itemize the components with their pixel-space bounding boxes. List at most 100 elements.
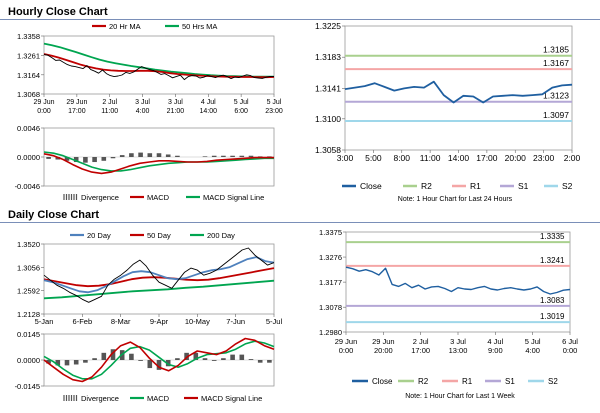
hourly-macd-signal-line xyxy=(43,151,274,172)
weekly-pivot-legend-s2-label: S2 xyxy=(548,377,558,386)
hourly_pivot-xtick-label: 3:00 xyxy=(337,153,354,163)
weekly-pivot-r1-label: 1.3241 xyxy=(540,256,565,265)
weekly_pivot-xtick-label: 3 Jul 13:00 xyxy=(449,337,468,355)
weekly_pivot-xtick-label: 29 Jun 20:00 xyxy=(372,337,395,355)
hourly_pivot-xtick-label: 2:00 xyxy=(564,153,581,163)
daily-close-line xyxy=(43,247,275,303)
hourly-pivot-s2-label: 1.3097 xyxy=(543,110,569,120)
hourly_price-ytick-label: 1.3164 xyxy=(17,71,40,80)
weekly_pivot-xtick-label: 2 Jul 17:00 xyxy=(411,337,430,355)
daily_price-ytick-label: 1.2592 xyxy=(17,287,40,296)
weekly_pivot-ytick-label: 1.2980 xyxy=(319,328,342,337)
weekly-pivot-legend-r2-label: R2 xyxy=(418,377,429,386)
hourly-pivot-legend-r2-label: R2 xyxy=(421,181,432,191)
hourly_price-ytick-label: 1.3358 xyxy=(17,32,40,41)
hourly_price-xtick-label: 29 Jun 0:00 xyxy=(33,99,54,115)
hourly_price-ytick-label: 1.3261 xyxy=(17,51,40,60)
hourly-legend-20hr-ma-label: 20 Hr MA xyxy=(109,22,141,31)
hourly_macd-ytick-label: 0.0000 xyxy=(17,153,40,162)
weekly_pivot-xtick-label: 4 Jul 9:00 xyxy=(487,337,503,355)
weekly-pivot-note: Note: 1 Hour Chart for Last 1 Week xyxy=(405,393,515,400)
hourly_price-xtick-label: 3 Jul 4:00 xyxy=(135,99,150,115)
daily-50day-ma-line xyxy=(43,267,275,288)
daily_price-xtick-label: 6-Feb xyxy=(73,317,93,326)
hourly_pivot-ytick-label: 1.3141 xyxy=(315,83,341,93)
hourly_pivot-xtick-label: 5:00 xyxy=(365,153,382,163)
weekly-pivot-close-line xyxy=(345,266,571,295)
daily_price-ytick-label: 1.3520 xyxy=(17,240,40,249)
weekly-pivot-s2-label: 1.3019 xyxy=(540,312,565,321)
daily-200day-ma-line xyxy=(43,279,275,300)
weekly_pivot-xtick-label: 5 Jul 4:00 xyxy=(525,337,541,355)
hourly_macd-ytick-label: 0.0046 xyxy=(17,124,40,133)
daily-legend-macd-signal-label: MACD Signal Line xyxy=(201,394,262,403)
daily-legend-200day-label: 200 Day xyxy=(207,231,235,240)
weekly_pivot-ytick-label: 1.3375 xyxy=(319,228,342,237)
daily_price-ytick-label: 1.2128 xyxy=(17,310,40,319)
hourly_pivot-xtick-label: 11:00 xyxy=(420,153,441,163)
weekly-pivot-s1-label: 1.3083 xyxy=(540,296,565,305)
daily-macd-line xyxy=(43,337,275,383)
hourly-pivot-r1-label: 1.3167 xyxy=(543,58,569,68)
hourly-pivot-legend-s1-label: S1 xyxy=(518,181,529,191)
weekly_pivot-ytick-label: 1.3078 xyxy=(319,303,342,312)
hourly-legend-macd-signal-label: MACD Signal Line xyxy=(203,193,264,202)
hourly-pivot-r2-label: 1.3185 xyxy=(543,45,569,55)
hourly_price-xtick-label: 5 Jul 6:00 xyxy=(234,99,249,115)
hourly_pivot-xtick-label: 17:00 xyxy=(476,153,498,163)
hourly-pivot-legend-r1-label: R1 xyxy=(470,181,481,191)
daily-section-title: Daily Close Chart xyxy=(8,209,100,221)
hourly_pivot-xtick-label: 14:00 xyxy=(448,153,470,163)
hourly_price-xtick-label: 2 Jul 11:00 xyxy=(101,99,118,115)
daily-legend-macd-label: MACD xyxy=(147,394,170,403)
hourly_pivot-ytick-label: 1.3183 xyxy=(315,52,341,62)
weekly-pivot-r2-label: 1.3335 xyxy=(540,232,565,241)
daily_price-xtick-label: 10-May xyxy=(185,317,210,326)
daily_price-frame xyxy=(43,243,275,315)
hourly_pivot-ytick-label: 1.3058 xyxy=(315,145,341,155)
weekly_pivot-ytick-label: 1.3276 xyxy=(319,253,342,262)
hourly-pivot-s1-label: 1.3123 xyxy=(543,91,569,101)
daily-legend-divergence-label: Divergence xyxy=(81,394,119,403)
weekly_pivot-frame xyxy=(345,231,571,333)
hourly_pivot-ytick-label: 1.3100 xyxy=(315,114,341,124)
daily-legend-20day-label: 20 Day xyxy=(87,231,111,240)
hourly-legend-macd-label: MACD xyxy=(147,193,170,202)
daily-macd-signal-line xyxy=(43,340,275,380)
daily_macd-ytick-label: -0.0145 xyxy=(15,382,40,391)
hourly_price-xtick-label: 3 Jul 21:00 xyxy=(167,99,185,115)
hourly-macd-line xyxy=(43,153,274,175)
hourly-pivot-note: Note: 1 Hour Chart for Last 24 Hours xyxy=(398,196,513,203)
daily_price-xtick-label: 7-Jun xyxy=(226,317,245,326)
hourly-pivot-legend-close-label: Close xyxy=(360,181,382,191)
hourly_pivot-xtick-label: 23:00 xyxy=(533,153,555,163)
daily-20day-ma-line xyxy=(43,256,275,294)
hourly_price-xtick-label: 4 Jul 14:00 xyxy=(200,99,218,115)
hourly_price-xtick-label: 29 Jun 17:00 xyxy=(66,99,87,115)
hourly_price-frame xyxy=(43,35,275,95)
hourly-close-line xyxy=(43,54,275,81)
hourly-legend-50hr-ma-label: 50 Hrs MA xyxy=(182,22,217,31)
daily_macd-ytick-label: 0.0145 xyxy=(17,330,40,339)
daily_price-xtick-label: 5-Jul xyxy=(266,317,283,326)
hourly_pivot-xtick-label: 8:00 xyxy=(393,153,410,163)
hourly-legend-divergence-label: Divergence xyxy=(81,193,119,202)
hourly_pivot-frame xyxy=(344,25,573,151)
weekly-pivot-legend-r1-label: R1 xyxy=(462,377,473,386)
hourly-pivot-legend-s2-label: S2 xyxy=(562,181,573,191)
weekly_pivot-ytick-label: 1.3177 xyxy=(319,278,342,287)
daily_price-xtick-label: 5-Jan xyxy=(35,317,54,326)
daily-legend-50day-label: 50 Day xyxy=(147,231,171,240)
weekly_pivot-xtick-label: 6 Jul 0:00 xyxy=(562,337,578,355)
hourly_pivot-xtick-label: 20:00 xyxy=(505,153,527,163)
weekly_pivot-xtick-label: 29 Jun 0:00 xyxy=(335,337,358,355)
weekly-pivot-legend-s1-label: S1 xyxy=(505,377,515,386)
daily-title-rule xyxy=(0,222,600,223)
hourly_pivot-ytick-label: 1.3225 xyxy=(315,21,341,31)
hourly-title-rule xyxy=(0,19,600,20)
hourly-section-title: Hourly Close Chart xyxy=(8,6,108,18)
daily_price-xtick-label: 8-Mar xyxy=(111,317,131,326)
daily_price-xtick-label: 9-Apr xyxy=(150,317,169,326)
hourly-pivot-close-line xyxy=(344,80,573,104)
